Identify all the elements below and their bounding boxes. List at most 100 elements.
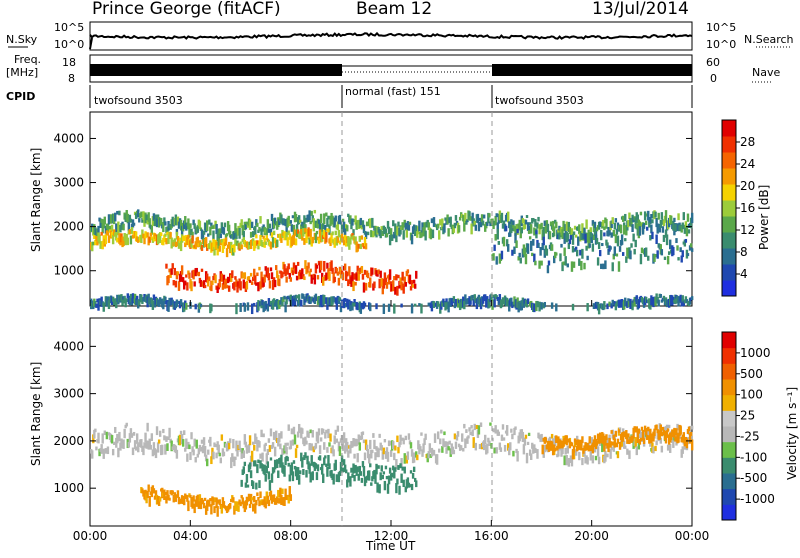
x-tick-label: 08:00 [273,529,308,543]
power-cell [565,231,568,243]
velocity-cell [530,453,533,461]
time-axis-label: Time UT [365,539,416,553]
velocity-cell [502,437,506,441]
power-cell [124,235,127,246]
power-cell [486,221,489,226]
power-cell [595,237,599,245]
velocity-cell [260,429,263,438]
velocity-cell [229,438,232,444]
velocity-cell [340,455,344,467]
velocity-cell [455,435,459,441]
velocity-cell [326,447,329,453]
nsearch-label: N.Search [744,33,794,46]
power-cell [244,224,248,230]
power-cell [586,303,589,312]
velocity-cell [339,461,343,473]
velocity-cell [559,440,562,447]
velocity-cell [118,431,121,442]
power-cell [351,218,354,226]
power-colorbar-label: Power [dB] [757,185,771,250]
power-cell [356,302,359,311]
power-cell [256,222,259,227]
power-cell [337,277,341,286]
power-cell [259,281,262,290]
velocity-cell [296,467,300,476]
velocity-cell [462,447,465,452]
power-cell [251,231,255,238]
power-cell [577,236,580,246]
velocity-cell [322,473,325,484]
power-cell [309,220,312,225]
power-cell [444,301,447,311]
power-cell [476,296,480,305]
velocity-cell [340,434,344,446]
velocity-cell [648,435,651,444]
power-cell [672,220,675,231]
power-cell [674,294,677,305]
velocity-cell [277,489,280,498]
power-cell [308,271,311,277]
colorbar-swatch [722,280,736,297]
power-cell [241,272,244,279]
power-cell [138,299,141,306]
power-cell [224,237,228,246]
velocity-cell [101,433,104,444]
power-cell [107,300,111,310]
velocity-cell [459,445,463,451]
velocity-cell [174,494,178,502]
power-cell [174,214,178,226]
power-cell [304,260,307,269]
velocity-cell [269,490,273,501]
power-cell [519,257,522,264]
velocity-cell [375,463,378,475]
power-cell [326,262,329,269]
colorbar-tick-label: 28 [740,135,755,149]
velocity-cell [410,483,414,491]
power-cell [346,298,349,307]
velocity-cell [346,479,349,488]
power-cell [613,246,617,256]
power-cell [302,228,305,237]
velocity-cell [475,424,479,430]
power-cell [492,253,495,261]
power-cell [307,227,310,237]
power-cell [291,295,295,307]
power-cell [674,224,677,232]
power-cell [533,227,536,236]
power-cell [152,213,156,221]
power-cell [311,276,314,280]
velocity-cell [318,445,322,455]
power-cell [662,234,666,242]
velocity-cell [675,428,678,436]
velocity-cell [432,449,436,456]
power-cell [465,220,468,225]
power-cell [471,294,474,299]
velocity-cell [488,440,491,446]
power-cell [452,226,456,233]
velocity-cell [180,495,184,501]
power-cell [354,281,357,286]
power-cell [170,268,173,275]
velocity-cell [495,447,498,454]
power-cell [270,272,274,280]
power-cell [410,280,414,286]
power-cell [611,262,614,272]
power-cell [351,272,354,283]
power-cell [481,220,485,226]
power-cell [185,274,188,278]
power-cell [290,224,294,232]
power-cell [335,300,339,310]
power-cell [659,294,663,298]
power-cell [360,265,364,274]
y-tick-label: 2000 [53,220,84,234]
power-cell [656,223,659,234]
power-cell [235,303,238,315]
power-cell [638,221,642,231]
power-cell [141,217,144,223]
velocity-cell [590,437,594,445]
power-cell [606,242,609,249]
power-cell [246,302,250,311]
velocity-cell [338,470,342,476]
velocity-cell [122,439,125,449]
velocity-cell [473,423,476,431]
